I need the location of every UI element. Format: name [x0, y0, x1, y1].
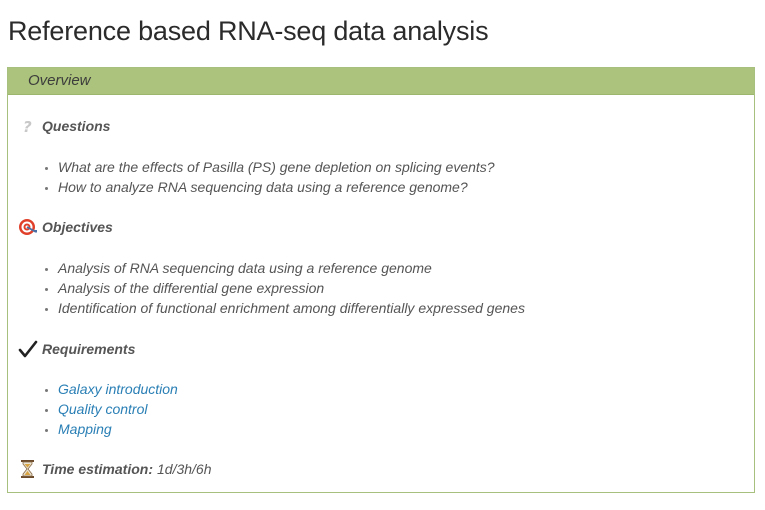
- list-item: Mapping: [58, 419, 178, 439]
- list-item: Identification of functional enrichment …: [58, 298, 525, 318]
- requirement-link-quality-control[interactable]: Quality control: [58, 401, 148, 417]
- questions-list: What are the effects of Pasilla (PS) gen…: [30, 157, 495, 197]
- time-estimation-value: 1d/3h/6h: [157, 461, 212, 477]
- target-icon: [18, 217, 40, 237]
- questions-heading: ? Questions: [18, 116, 110, 136]
- list-item: How to analyze RNA sequencing data using…: [58, 177, 495, 197]
- question-icon: ?: [18, 116, 40, 136]
- objectives-heading-label: Objectives: [42, 219, 113, 235]
- overview-header[interactable]: Overview: [8, 68, 754, 95]
- requirements-heading-label: Requirements: [42, 341, 136, 357]
- page-title: Reference based RNA-seq data analysis: [8, 16, 489, 46]
- list-item: Quality control: [58, 399, 178, 419]
- objectives-heading: Objectives: [18, 217, 113, 237]
- time-estimation-label: Time estimation:: [42, 461, 153, 477]
- list-item: Analysis of the differential gene expres…: [58, 278, 525, 298]
- svg-text:?: ?: [23, 118, 32, 136]
- objectives-list: Analysis of RNA sequencing data using a …: [30, 258, 525, 318]
- requirement-link-galaxy-introduction[interactable]: Galaxy introduction: [58, 381, 178, 397]
- requirements-list: Galaxy introduction Quality control Mapp…: [30, 379, 178, 439]
- list-item: Galaxy introduction: [58, 379, 178, 399]
- hourglass-icon: [18, 459, 40, 479]
- questions-heading-label: Questions: [42, 118, 111, 134]
- overview-box: Overview ? Questions What are the effect…: [7, 67, 755, 493]
- list-item: What are the effects of Pasilla (PS) gen…: [58, 157, 495, 177]
- time-estimation: Time estimation: 1d/3h/6h: [18, 459, 212, 479]
- requirement-link-mapping[interactable]: Mapping: [58, 421, 112, 437]
- list-item: Analysis of RNA sequencing data using a …: [58, 258, 525, 278]
- requirements-heading: Requirements: [18, 339, 135, 359]
- checkmark-icon: [18, 339, 40, 359]
